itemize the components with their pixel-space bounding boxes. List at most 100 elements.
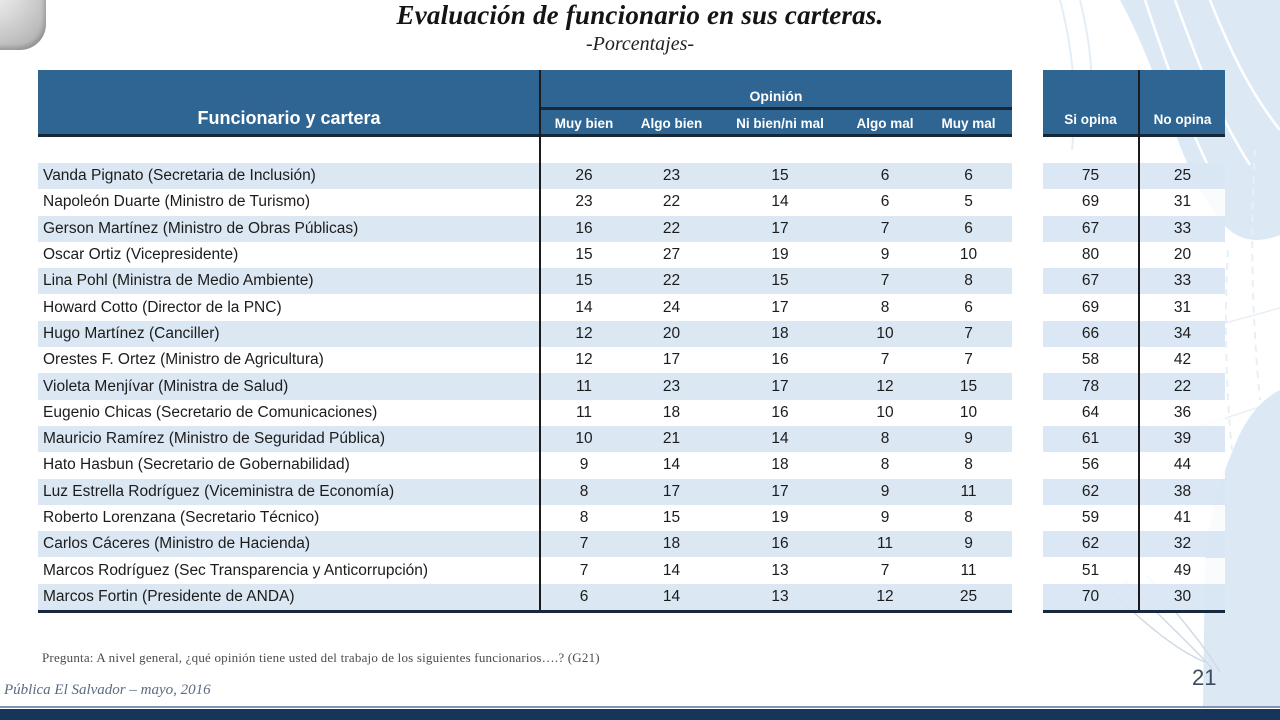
funcionario-cell: Hugo Martínez (Canciller) <box>43 324 220 342</box>
opinion-value-cell: 6 <box>964 298 973 316</box>
opinion-value-cell: 6 <box>880 193 890 211</box>
si-opina-cell: 61 <box>1081 430 1100 448</box>
column-header-si-opina: Si opina <box>1043 70 1138 137</box>
funcionario-cell: Howard Cotto (Director de la PNC) <box>43 298 282 316</box>
row-background <box>38 320 1012 348</box>
funcionario-cell: Roberto Lorenzana (Secretario Técnico) <box>43 509 320 527</box>
table-row: Oscar Ortiz (Vicepresidente) 15 27 19 9 10 80 2… <box>38 241 1225 269</box>
row-background <box>1140 426 1225 453</box>
si-opina-cell: 66 <box>1081 324 1100 342</box>
si-opina-cell: 58 <box>1081 351 1100 369</box>
column-header-muy-mal: Muy mal <box>941 116 996 131</box>
opinion-value-cell: 16 <box>575 219 593 237</box>
opinion-value-cell: 10 <box>876 403 894 421</box>
opinion-value-cell: 10 <box>959 403 978 421</box>
row-background <box>1140 399 1225 426</box>
opinion-value-cell: 25 <box>959 587 978 605</box>
opinion-value-cell: 15 <box>662 509 681 527</box>
row-background <box>1043 347 1138 374</box>
opinion-value-cell: 6 <box>964 167 973 185</box>
funcionario-cell: Eugenio Chicas (Secretario de Comunicaci… <box>43 403 378 421</box>
opinion-value-cell: 8 <box>964 272 973 290</box>
row-background <box>1043 478 1138 505</box>
page-subtitle: -Porcentajes- <box>585 33 695 55</box>
table-row: Orestes F. Ortez (Ministro de Agricultur… <box>38 347 1225 374</box>
evaluation-table: Funcionario y cartera Opinión Muy bien A… <box>38 70 1225 615</box>
si-opina-cell: 67 <box>1081 272 1100 290</box>
opinion-value-cell: 14 <box>662 561 681 579</box>
opinion-value-cell: 12 <box>876 377 894 395</box>
column-group-opinion: Opinión Muy bien Algo bien Ni bien/ni ma… <box>540 70 1012 137</box>
row-background <box>1140 189 1225 216</box>
table-bottom-border-right <box>1043 610 1225 613</box>
no-opina-cell: 22 <box>1173 377 1192 395</box>
funcionario-cell: Vanda Pignato (Secretaria de Inclusión) <box>43 167 316 185</box>
opinion-value-cell: 8 <box>880 430 890 448</box>
opinion-value-cell: 11 <box>960 561 977 579</box>
funcionario-cell: Lina Pohl (Ministra de Medio Ambiente) <box>43 272 314 290</box>
opinion-value-cell: 23 <box>662 377 681 395</box>
row-background <box>1140 583 1225 611</box>
row-background <box>1043 557 1138 584</box>
table-row: Napoleón Duarte (Ministro de Turismo) 23 2… <box>38 189 1225 216</box>
opinion-value-cell: 7 <box>579 561 589 579</box>
table-row: Vanda Pignato (Secretaria de Inclusión) 2… <box>38 163 1225 190</box>
no-opina-cell: 33 <box>1173 219 1192 237</box>
vertical-divider-si-no <box>1138 70 1140 613</box>
funcionario-cell: Marcos Fortin (Presidente de ANDA) <box>43 587 295 605</box>
row-background <box>38 163 1012 190</box>
opinion-value-cell: 8 <box>579 509 589 527</box>
row-background <box>1043 373 1138 400</box>
no-opina-cell: 32 <box>1173 535 1192 553</box>
opinion-value-cell: 9 <box>579 456 589 474</box>
page-title: Evaluación de funcionario en sus cartera… <box>396 0 884 30</box>
row-background <box>1043 452 1138 479</box>
opinion-value-cell: 22 <box>662 272 681 290</box>
no-opina-cell: 38 <box>1173 482 1192 500</box>
row-background <box>1140 163 1225 190</box>
opinion-value-cell: 16 <box>771 351 789 369</box>
si-opina-cell: 69 <box>1081 298 1100 316</box>
si-opina-cell: 62 <box>1081 482 1100 500</box>
opinion-value-cell: 7 <box>880 561 890 579</box>
column-header-funcionario: Funcionario y cartera <box>38 70 540 137</box>
opinion-value-cell: 14 <box>575 298 593 316</box>
row-background <box>38 215 1012 242</box>
question-note: Pregunta: A nivel general, ¿qué opinión … <box>42 650 600 665</box>
column-header-si-opina-label: Si opina <box>1064 112 1117 127</box>
funcionario-cell: Mauricio Ramírez (Ministro de Seguridad … <box>43 430 385 448</box>
column-header-algo-bien: Algo bien <box>640 116 703 131</box>
opinion-value-cell: 27 <box>662 246 681 264</box>
header-divider <box>540 107 1012 110</box>
column-header-muy-bien: Muy bien <box>554 116 614 131</box>
opinion-value-cell: 7 <box>880 272 890 290</box>
row-background <box>1140 241 1225 269</box>
opinion-value-cell: 15 <box>575 246 593 264</box>
opinion-value-cell: 6 <box>880 167 890 185</box>
no-opina-cell: 30 <box>1173 587 1192 605</box>
si-opina-cell: 64 <box>1081 403 1100 421</box>
opinion-value-cell: 21 <box>662 430 681 448</box>
opinion-value-cell: 18 <box>771 456 789 474</box>
row-background <box>1043 268 1138 295</box>
opinion-value-cell: 14 <box>771 193 789 211</box>
row-background <box>1043 531 1138 558</box>
si-opina-cell: 67 <box>1081 219 1100 237</box>
row-background <box>1140 478 1225 505</box>
opinion-value-cell: 23 <box>575 193 593 211</box>
opinion-value-cell: 9 <box>880 246 890 264</box>
funcionario-cell: Luz Estrella Rodríguez (Viceministra de … <box>43 482 395 500</box>
row-background <box>1043 426 1138 453</box>
row-background <box>1043 215 1138 242</box>
funcionario-cell: Violeta Menjívar (Ministra de Salud) <box>43 377 289 395</box>
opinion-value-cell: 13 <box>771 587 789 605</box>
row-background <box>1140 373 1225 400</box>
si-opina-cell: 69 <box>1081 193 1100 211</box>
opinion-value-cell: 23 <box>662 167 681 185</box>
table-row: Violeta Menjívar (Ministra de Salud) 11 23… <box>38 373 1225 400</box>
row-background <box>1043 320 1138 348</box>
funcionario-cell: Marcos Rodríguez (Sec Transparencia y An… <box>43 561 429 579</box>
row-background <box>38 268 1012 295</box>
opinion-value-cell: 17 <box>662 351 681 369</box>
no-opina-cell: 39 <box>1173 430 1192 448</box>
